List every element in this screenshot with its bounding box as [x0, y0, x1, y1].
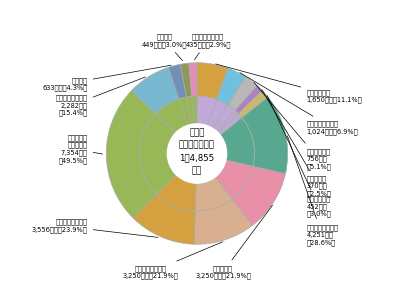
- Text: 音楽ソフト
3,250億円（21.9%）: 音楽ソフト 3,250億円（21.9%）: [195, 205, 273, 279]
- Circle shape: [167, 124, 227, 183]
- Text: 映像系コンテンツ
4,251億円
（28.6%）: 映像系コンテンツ 4,251億円 （28.6%）: [287, 136, 338, 246]
- Wedge shape: [232, 166, 285, 225]
- Wedge shape: [217, 68, 245, 105]
- Text: コミック
449億円（3.0%）: コミック 449億円（3.0%）: [142, 33, 187, 60]
- Wedge shape: [180, 63, 192, 97]
- Wedge shape: [235, 86, 262, 114]
- Wedge shape: [156, 174, 196, 211]
- Text: ゲームソフト
1,650億円（11.1%）: ゲームソフト 1,650億円（11.1%）: [216, 64, 362, 103]
- Wedge shape: [238, 91, 268, 118]
- Wedge shape: [132, 67, 179, 114]
- Text: ネットオリジナル
1,024億円（6.9%）: ネットオリジナル 1,024億円（6.9%）: [240, 73, 358, 135]
- Wedge shape: [213, 105, 235, 131]
- Text: テキスト系その他
435億円（2.9%）: テキスト系その他 435億円（2.9%）: [186, 33, 231, 60]
- Wedge shape: [139, 114, 176, 194]
- Wedge shape: [218, 114, 242, 135]
- Wedge shape: [106, 91, 156, 218]
- Text: ビデオソフト
756億円
（5.1%）: ビデオソフト 756億円 （5.1%）: [254, 82, 331, 170]
- Text: テキスト系
コンテンツ
7,354億円
（49.5%）: テキスト系 コンテンツ 7,354億円 （49.5%）: [59, 134, 102, 164]
- Wedge shape: [215, 160, 253, 199]
- Text: 映像系その他
452億円
（3.0%）: 映像系その他 452億円 （3.0%）: [267, 95, 331, 217]
- Wedge shape: [192, 96, 197, 124]
- Wedge shape: [217, 111, 238, 133]
- Wedge shape: [186, 96, 194, 124]
- Text: 新聞記事
633億円（4.3%）: 新聞記事 633億円（4.3%）: [43, 65, 171, 91]
- Text: ネットオリジナル
3,556億円（23.9%）: ネットオリジナル 3,556億円（23.9%）: [32, 219, 158, 237]
- Wedge shape: [197, 96, 217, 126]
- Wedge shape: [242, 97, 288, 174]
- Wedge shape: [228, 77, 257, 111]
- Wedge shape: [189, 63, 197, 96]
- Wedge shape: [194, 199, 253, 244]
- Text: 通信系
コンテンツ市場
1兆4,855
億円: 通信系 コンテンツ市場 1兆4,855 億円: [179, 128, 215, 175]
- Text: 映画ソフト
370億円
（2.5%）: 映画ソフト 370億円 （2.5%）: [262, 90, 331, 197]
- Wedge shape: [197, 63, 228, 99]
- Text: データベース記事
2,282億円
（15.4%）: データベース記事 2,282億円 （15.4%）: [56, 77, 145, 116]
- Wedge shape: [179, 97, 191, 125]
- Wedge shape: [220, 118, 255, 166]
- Wedge shape: [168, 64, 186, 99]
- Text: 音声系コンテンツ
3,250億円（21.9%）: 音声系コンテンツ 3,250億円（21.9%）: [123, 242, 223, 279]
- Wedge shape: [133, 194, 195, 244]
- Wedge shape: [195, 177, 232, 211]
- Wedge shape: [207, 99, 228, 128]
- Wedge shape: [156, 99, 188, 133]
